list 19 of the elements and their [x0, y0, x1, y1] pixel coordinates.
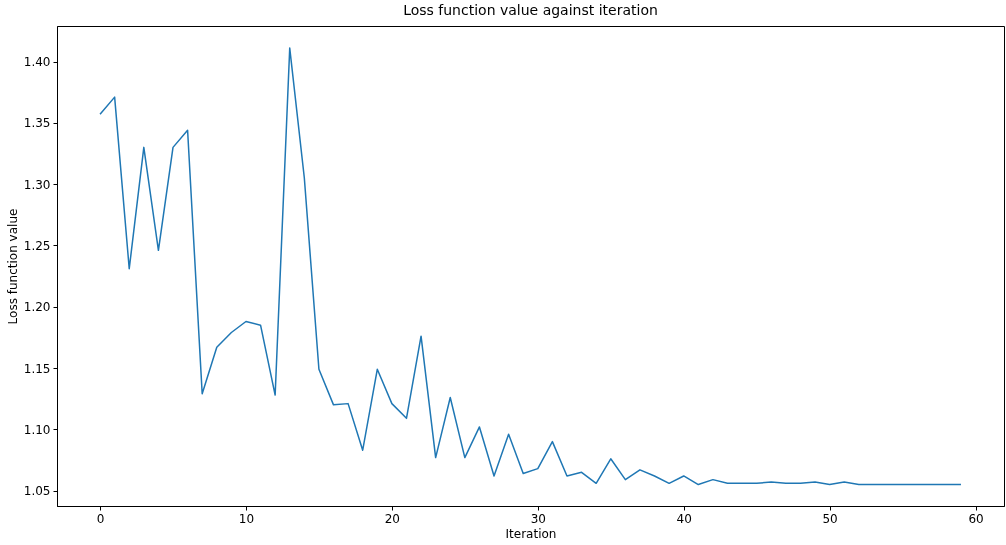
y-axis-title: Loss function value [5, 208, 20, 325]
x-tick-label: 20 [384, 511, 401, 526]
x-tick-label: 10 [238, 511, 255, 526]
y-tick-label: 1.30 [23, 177, 51, 192]
x-tick-label: 60 [968, 511, 984, 526]
y-tick-label: 1.40 [23, 55, 51, 70]
y-tick-label: 1.25 [23, 238, 51, 253]
y-tick-label: 1.20 [23, 300, 51, 315]
x-tick-label: 40 [676, 511, 692, 526]
y-tick-label: 1.10 [23, 422, 51, 437]
x-tick-label: 0 [96, 511, 105, 526]
x-tick-label: 30 [530, 511, 546, 526]
x-axis-title: Iteration [505, 526, 557, 541]
line-series [99, 47, 962, 486]
chart-title: Loss function value against iteration [403, 2, 658, 18]
y-tick-label: 1.05 [23, 484, 51, 499]
x-tick-label: 50 [822, 511, 838, 526]
y-tick-label: 1.35 [23, 116, 51, 131]
y-tick-label: 1.15 [23, 361, 51, 376]
